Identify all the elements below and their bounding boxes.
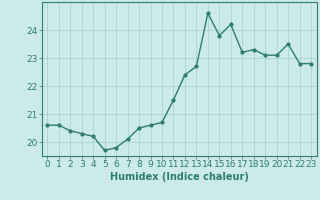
X-axis label: Humidex (Indice chaleur): Humidex (Indice chaleur) [110, 172, 249, 182]
